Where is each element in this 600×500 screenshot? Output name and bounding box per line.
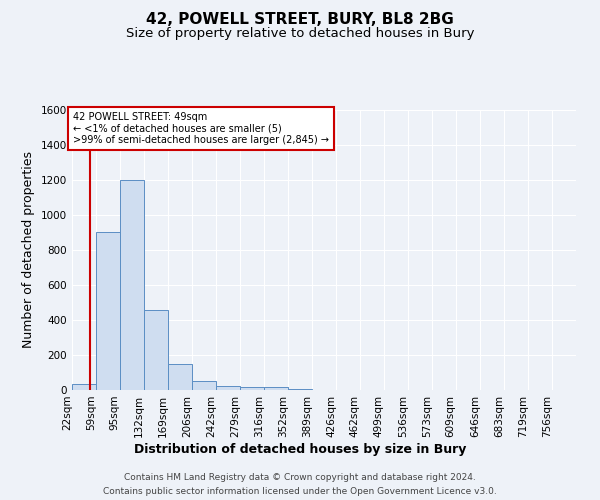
Bar (72, 384, 96, 390)
Text: Distribution of detached houses by size in Bury: Distribution of detached houses by size … (134, 442, 466, 456)
Bar (288, 388, 312, 390)
Bar (96, 232, 121, 390)
Y-axis label: Number of detached properties: Number of detached properties (22, 152, 35, 348)
Bar (240, 388, 264, 390)
Text: Contains public sector information licensed under the Open Government Licence v3: Contains public sector information licen… (103, 488, 497, 496)
Bar (192, 381, 217, 390)
Text: Size of property relative to detached houses in Bury: Size of property relative to detached ho… (126, 28, 474, 40)
Text: Contains HM Land Registry data © Crown copyright and database right 2024.: Contains HM Land Registry data © Crown c… (124, 472, 476, 482)
Text: 42, POWELL STREET, BURY, BL8 2BG: 42, POWELL STREET, BURY, BL8 2BG (146, 12, 454, 28)
Bar (216, 386, 240, 390)
Bar (144, 310, 168, 390)
Bar (120, 180, 144, 390)
Text: 42 POWELL STREET: 49sqm
← <1% of detached houses are smaller (5)
>99% of semi-de: 42 POWELL STREET: 49sqm ← <1% of detache… (73, 112, 329, 145)
Bar (168, 364, 192, 390)
Bar (264, 388, 289, 390)
